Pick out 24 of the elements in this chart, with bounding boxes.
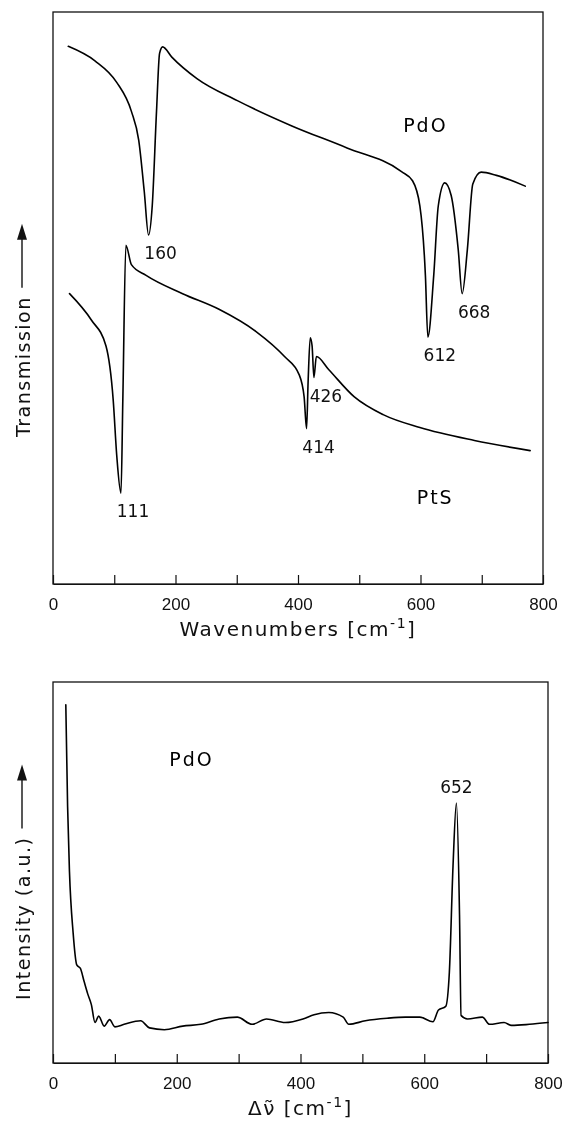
x-tick-label: 800 — [534, 1074, 563, 1094]
x-tick-label: 0 — [48, 595, 59, 615]
annotation: 426 — [309, 385, 343, 406]
x-tick-label: 0 — [48, 1074, 59, 1094]
y-axis-title: Transmission — [12, 296, 34, 439]
y-axis-title: Intensity (a.u.) — [12, 836, 34, 1000]
x-tick-label: 400 — [286, 1074, 316, 1094]
text: PdO — [169, 747, 214, 770]
annotation: 652 — [440, 776, 473, 797]
annotation: 414 — [302, 436, 335, 457]
annotation: 612 — [423, 345, 457, 366]
x-axis-title: Wavenumbers [cm$^{-1}$] — [179, 615, 417, 641]
x-tick-label: 800 — [529, 595, 558, 615]
text: PtS — [416, 485, 454, 508]
x-tick-label: 200 — [163, 1074, 192, 1094]
x-tick-label: 600 — [406, 595, 436, 615]
x-tick-label: 200 — [161, 595, 191, 615]
x-tick-label: 600 — [410, 1074, 439, 1094]
x-axis-title: Δν̃ [cm$^{-1}$] — [248, 1094, 353, 1120]
x-tick-label: 400 — [284, 595, 313, 615]
annotation: 668 — [457, 301, 491, 322]
annotation: 111 — [116, 501, 150, 522]
series-label: PdO — [403, 114, 448, 137]
annotation: 160 — [144, 243, 177, 264]
